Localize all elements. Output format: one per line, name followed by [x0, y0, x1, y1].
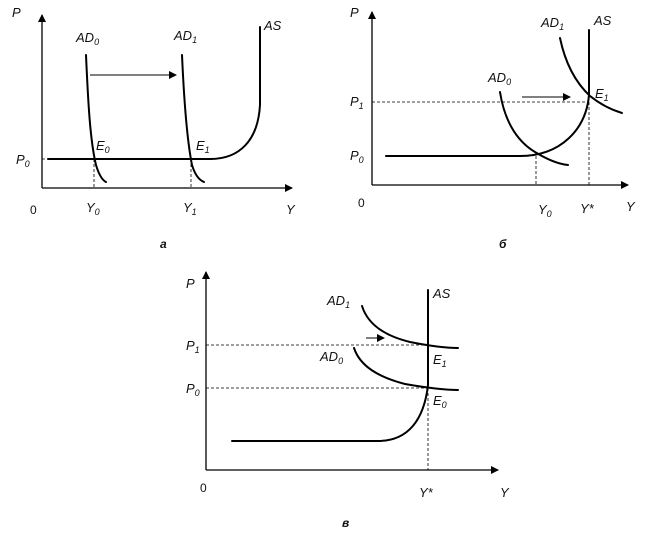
- panel-c-as-label: AS: [432, 286, 451, 301]
- panel-c-p0-label: P0: [186, 381, 200, 398]
- panel-a-y1-label: Y1: [183, 200, 197, 217]
- panel-c-ad1-curve: [361, 305, 459, 349]
- panel-c-axis-p-label: P: [186, 276, 195, 291]
- panel-b-axis-y-label: Y: [626, 199, 636, 214]
- panel-b-p1-label: P1: [350, 94, 364, 111]
- panel-a-e0-label: E0: [96, 138, 110, 155]
- panel-a-axis-p-label: P: [12, 5, 21, 20]
- panel-b-p0-label: P0: [350, 148, 364, 165]
- panel-c-ad0-label: AD0: [319, 349, 343, 366]
- panel-c-e0-label: E0: [433, 393, 447, 410]
- panel-c-origin-label: 0: [200, 481, 207, 495]
- panel-a-e1-label: E1: [196, 138, 210, 155]
- panel-b-ad0-curve: [499, 91, 569, 166]
- panel-a-ad0-curve: [85, 54, 107, 183]
- panel-c-p1-label: P1: [186, 338, 200, 355]
- panel-a-axis-y-label: Y: [286, 202, 296, 217]
- panel-b-ystar-label: Y*: [580, 201, 595, 216]
- panel-a-as-curve: [47, 26, 261, 160]
- panel-b-ad1-curve: [559, 37, 623, 114]
- panel-c-caption: в: [342, 516, 349, 530]
- panel-c-e1-label: E1: [433, 352, 447, 369]
- panel-a-ad0-label: AD0: [75, 30, 99, 47]
- panel-c-axis-y-label: Y: [500, 485, 510, 500]
- panel-c-ystar-label: Y*: [419, 485, 434, 500]
- panel-a-ad1-curve: [181, 54, 205, 183]
- panel-b-ad0-label: AD0: [487, 70, 511, 87]
- panel-b: P Y 0 AD1 AS AD0 E1 P1 P0 Y0 Y* б: [350, 5, 636, 251]
- panel-b-caption: б: [499, 237, 507, 251]
- panel-a-ad1-label: AD1: [173, 28, 197, 45]
- panel-a-p0-label: P0: [16, 152, 30, 169]
- panel-a-y0-label: Y0: [86, 200, 100, 217]
- panel-c: P Y 0 AD1 AS AD0 E1 E0 P1 P0 Y* в: [186, 271, 510, 530]
- panel-b-axis-p-label: P: [350, 5, 359, 20]
- panel-c-as-curve: [231, 289, 429, 442]
- panel-b-as-label: AS: [593, 13, 612, 28]
- panel-b-ad1-label: AD1: [540, 15, 564, 32]
- panel-c-ad1-label: AD1: [326, 293, 350, 310]
- panel-a-caption: а: [160, 237, 167, 251]
- panel-a-as-label: AS: [263, 18, 282, 33]
- panel-b-y0-label: Y0: [538, 202, 552, 219]
- panel-a-origin-label: 0: [30, 203, 37, 217]
- panel-b-as-curve: [385, 29, 590, 157]
- panel-b-e1-label: E1: [595, 86, 609, 103]
- panel-c-ad0-curve: [353, 347, 459, 391]
- panel-b-origin-label: 0: [358, 196, 365, 210]
- panel-a: P Y 0 AD0 AD1 AS E0 E1 P0 Y0 Y1 а: [12, 5, 296, 251]
